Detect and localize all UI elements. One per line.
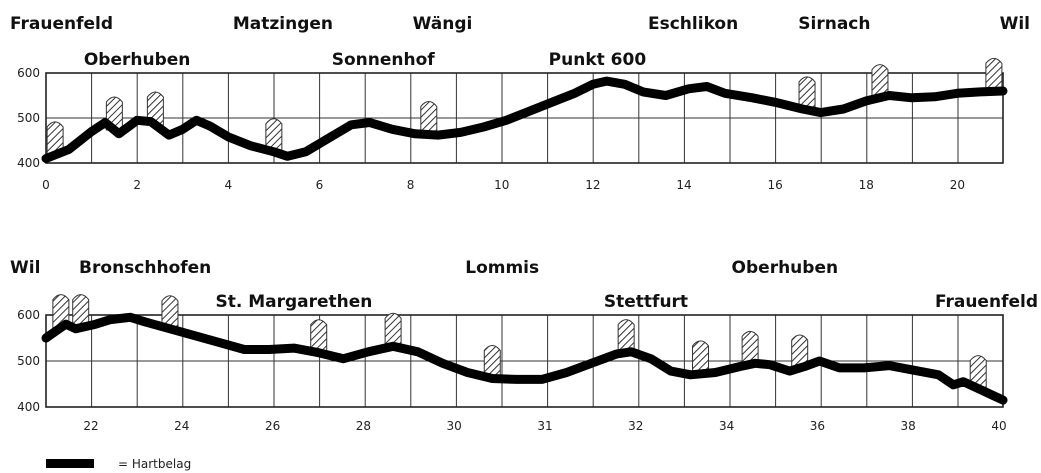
place-label: Matzingen bbox=[233, 14, 333, 34]
plot-frame bbox=[45, 72, 1004, 164]
settlement-icon bbox=[161, 295, 179, 330]
settlement-icon bbox=[798, 76, 816, 111]
elevation-line bbox=[41, 76, 1008, 163]
x-tick-label: 34 bbox=[719, 419, 734, 433]
plot-frame bbox=[45, 314, 1004, 408]
x-tick-label: 22 bbox=[83, 419, 98, 433]
settlement-icon bbox=[146, 91, 164, 126]
x-tick-label: 40 bbox=[991, 419, 1006, 433]
x-tick-label: 0 bbox=[42, 178, 50, 192]
place-label: Frauenfeld bbox=[10, 14, 113, 34]
x-tick-label: 6 bbox=[316, 178, 324, 192]
settlement-icon bbox=[483, 344, 501, 379]
x-tick-label: 32 bbox=[628, 419, 643, 433]
settlement-icon bbox=[985, 57, 1003, 92]
elevation-line bbox=[41, 312, 1008, 405]
place-label: Punkt 600 bbox=[549, 50, 647, 70]
y-tick-label: 400 bbox=[17, 400, 40, 414]
x-tick-label: 20 bbox=[950, 178, 965, 192]
y-tick-label: 500 bbox=[17, 111, 40, 125]
settlement-icon bbox=[72, 294, 90, 329]
place-label: St. Margarethen bbox=[215, 292, 372, 312]
x-tick-label: 24 bbox=[174, 419, 189, 433]
profile-frauenfeld-wil: 400 500 600 0 2 4 6 8 10 12 14 16 18 20 Frauenfeld Matz… bbox=[10, 14, 1030, 192]
x-tick-label: 36 bbox=[810, 419, 825, 433]
place-label: Wängi bbox=[413, 14, 473, 34]
place-label: Sonnenhof bbox=[332, 50, 436, 70]
place-label: Oberhuben bbox=[732, 258, 839, 278]
settlement-icon bbox=[871, 64, 889, 99]
legend-label: = Hartbelag bbox=[118, 457, 191, 471]
x-tick-label: 26 bbox=[265, 419, 280, 433]
place-label: Bronschhofen bbox=[79, 258, 211, 278]
settlement-icon bbox=[384, 312, 402, 347]
x-tick-label: 12 bbox=[585, 178, 600, 192]
y-tick-label: 600 bbox=[17, 66, 40, 80]
settlement-icon bbox=[265, 118, 283, 153]
x-tick-label: 16 bbox=[768, 178, 783, 192]
place-label: Frauenfeld bbox=[935, 292, 1038, 312]
place-label: Eschlikon bbox=[648, 14, 738, 34]
x-tick-label: 10 bbox=[494, 178, 509, 192]
x-tick-label: 2 bbox=[133, 178, 141, 192]
legend-swatch bbox=[46, 459, 94, 468]
x-tick-label: 31 bbox=[537, 419, 552, 433]
x-tick-label: 38 bbox=[901, 419, 916, 433]
place-label: Wil bbox=[1000, 14, 1030, 34]
y-tick-label: 600 bbox=[17, 308, 40, 322]
profile-wil-frauenfeld: 400 500 600 22 24 26 28 30 31 32 34 36 38 40 Wil Bronsc… bbox=[10, 258, 1038, 433]
settlement-icon bbox=[617, 319, 635, 354]
x-tick-label: 4 bbox=[224, 178, 232, 192]
y-tick-label: 400 bbox=[17, 156, 40, 170]
settlement-icon bbox=[310, 319, 328, 354]
settlement-icon bbox=[420, 101, 438, 136]
settlement-icon bbox=[52, 294, 70, 329]
settlement-icon bbox=[692, 340, 710, 375]
x-tick-label: 30 bbox=[447, 419, 462, 433]
legend: = Hartbelag bbox=[46, 457, 191, 471]
x-tick-label: 8 bbox=[407, 178, 415, 192]
place-label: Wil bbox=[10, 258, 40, 278]
place-label: Sirnach bbox=[798, 14, 870, 34]
settlement-icon bbox=[741, 330, 759, 365]
x-tick-label: 28 bbox=[356, 419, 371, 433]
place-label: Lommis bbox=[465, 258, 539, 278]
settlement-icon bbox=[969, 355, 987, 390]
place-label: Oberhuben bbox=[84, 50, 191, 70]
x-tick-label: 14 bbox=[676, 178, 691, 192]
y-tick-label: 500 bbox=[17, 354, 40, 368]
place-label: Stettfurt bbox=[604, 292, 688, 312]
settlement-icon bbox=[46, 121, 64, 156]
x-tick-label: 18 bbox=[859, 178, 874, 192]
settlement-icon bbox=[791, 334, 809, 369]
